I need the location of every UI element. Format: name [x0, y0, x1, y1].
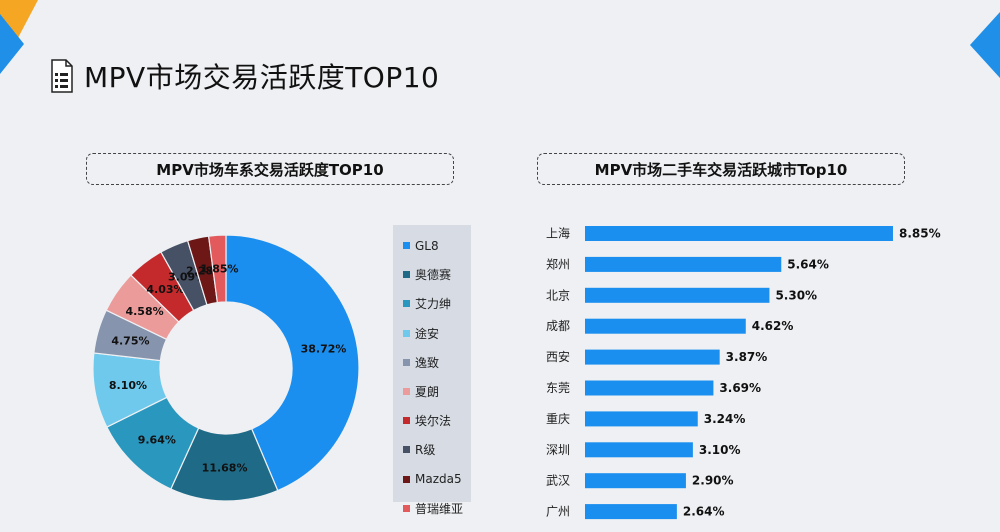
legend-item: GL8 [403, 231, 471, 260]
bar-chart-title: MPV市场二手车交易活跃城市Top10 [537, 153, 905, 185]
legend-label: 埃尔法 [415, 414, 452, 429]
legend-swatch [403, 358, 410, 366]
legend-label: 普瑞维亚 [415, 501, 464, 516]
bar [585, 504, 677, 520]
donut-slice-label: 4.75% [111, 334, 149, 347]
legend-label: R级 [415, 443, 436, 458]
bar-category-label: 广州 [546, 505, 570, 519]
bar-category-label: 成都 [546, 319, 570, 333]
legend-label: 艾力绅 [415, 297, 452, 312]
donut-slice-label: 3.09% [168, 270, 206, 283]
legend-item: 夏朗 [403, 377, 471, 406]
donut-chart: 38.72% 11.68% 9.64% 8.10% 4.75% 4.58% 4.03%3.0… [92, 234, 360, 502]
page-header: MPV市场交易活跃度TOP10 [50, 56, 439, 96]
donut-slice [207, 234, 227, 304]
bar-value-label: 4.62% [752, 319, 794, 333]
bar-category-label: 北京 [546, 288, 570, 302]
bar-category-label: 上海 [546, 226, 570, 241]
bar [585, 442, 693, 458]
donut-slice-label: 9.64% [138, 433, 176, 446]
legend-item: 艾力绅 [403, 289, 471, 318]
bar-value-label: 8.85% [899, 227, 941, 241]
legend-swatch [403, 388, 410, 396]
donut-slice [225, 234, 360, 492]
legend-item: 逸致 [403, 348, 471, 377]
donut-slice-label: 11.68% [202, 461, 248, 474]
legend-label: 奥德赛 [415, 268, 452, 283]
bar-value-label: 5.64% [787, 257, 829, 271]
legend-swatch [403, 417, 410, 425]
legend-swatch [403, 329, 410, 337]
legend-item: 埃尔法 [403, 406, 471, 435]
city-bar-chart: 上海 8.85% 郑州 5.64% 北京 5.30% 成都 4.62% 西安 3.87% 东莞 3.6… [546, 226, 941, 520]
bar-value-label: 3.87% [726, 350, 768, 364]
legend-item: 途安 [403, 319, 471, 348]
bar [585, 411, 698, 427]
legend-label: GL8 [415, 238, 439, 253]
bar-category-label: 西安 [546, 349, 570, 364]
legend-item: R级 [403, 435, 471, 464]
legend-label: 夏朗 [415, 385, 440, 400]
legend-label: Mazda5 [415, 472, 462, 487]
bar-category-label: 郑州 [546, 256, 570, 271]
legend-item: 普瑞维亚 [403, 494, 471, 523]
bar [585, 380, 714, 396]
bar [585, 473, 686, 489]
bar [585, 226, 893, 241]
bar [585, 256, 782, 272]
legend-item: Mazda5 [403, 465, 471, 494]
legend-item: 奥德赛 [403, 260, 471, 289]
legend-swatch [403, 242, 410, 250]
legend-swatch [403, 446, 410, 454]
bar-category-label: 深圳 [546, 443, 570, 457]
legend-swatch [403, 271, 410, 279]
donut-slice-label: 38.72% [301, 342, 347, 355]
bar-value-label: 3.24% [704, 412, 746, 426]
bar-value-label: 2.90% [692, 474, 734, 488]
legend-label: 逸致 [415, 355, 440, 370]
bar [585, 349, 720, 365]
bar-value-label: 3.69% [719, 381, 761, 395]
legend-swatch [403, 300, 410, 308]
bar-value-label: 2.64% [683, 505, 725, 519]
donut-slice-label: 8.10% [109, 379, 147, 392]
bar-category-label: 重庆 [546, 412, 570, 426]
bar [585, 318, 746, 334]
corner-decoration-left [0, 0, 38, 74]
corner-decoration-right [970, 12, 1000, 78]
legend-label: 途安 [415, 326, 440, 341]
bar-category-label: 武汉 [546, 474, 570, 488]
legend-swatch [403, 475, 410, 483]
donut-chart-title: MPV市场车系交易活跃度TOP10 [86, 153, 454, 185]
document-list-icon [51, 59, 73, 93]
bar [585, 287, 770, 303]
bar-value-label: 3.10% [699, 443, 741, 457]
bar-value-label: 5.30% [775, 288, 817, 302]
donut-slice-label: 1.85% [200, 263, 238, 276]
bar-category-label: 东莞 [546, 381, 570, 395]
page-title: MPV市场交易活跃度TOP10 [84, 61, 440, 94]
donut-slice-label: 4.03% [146, 283, 184, 296]
donut-legend: GL8 奥德赛艾力绅途安逸致夏朗埃尔法 R级 Mazda5 普瑞维亚 [393, 225, 471, 516]
donut-slice-label: 4.58% [125, 305, 163, 318]
legend-swatch [403, 504, 410, 512]
